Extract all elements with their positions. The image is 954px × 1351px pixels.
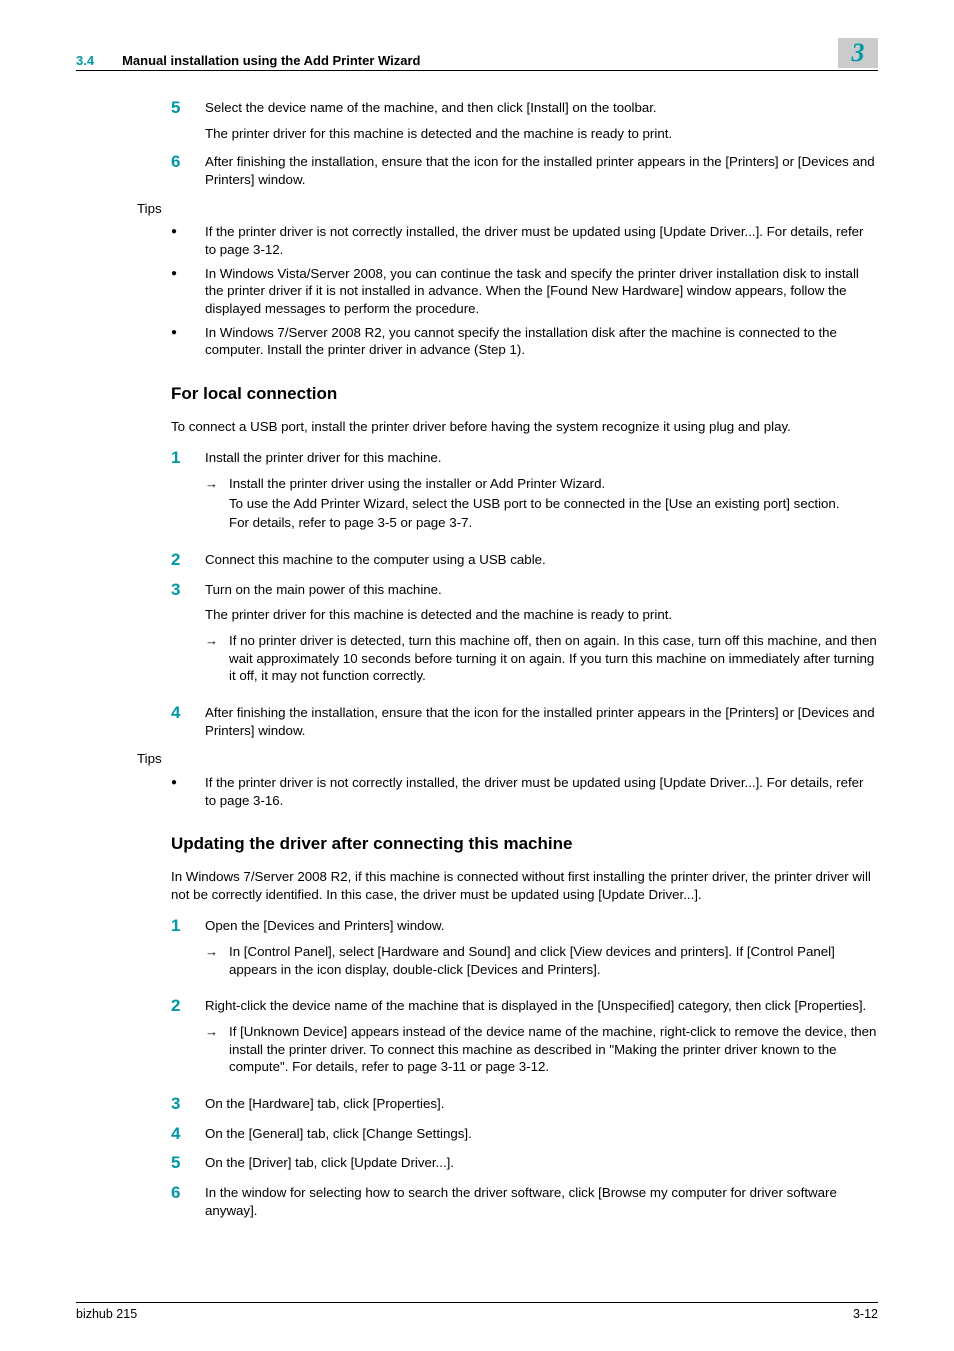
step-body: Right-click the device name of the machi… (205, 997, 878, 1084)
step-number: 1 (171, 449, 205, 540)
step: 2 Right-click the device name of the mac… (171, 997, 878, 1084)
tips-label: Tips (137, 750, 878, 768)
sub-item: → If no printer driver is detected, turn… (205, 632, 878, 687)
sub-body: If [Unknown Device] appears instead of t… (229, 1023, 878, 1078)
step-number: 4 (171, 1125, 205, 1144)
page-footer: bizhub 215 3-12 (76, 1302, 878, 1321)
tip-text: In Windows Vista/Server 2008, you can co… (205, 265, 878, 318)
tip-item: ●In Windows 7/Server 2008 R2, you cannot… (171, 324, 878, 359)
chapter-badge: 3 (838, 38, 878, 68)
sub-text: If no printer driver is detected, turn t… (229, 632, 878, 685)
section-title: Manual installation using the Add Printe… (122, 53, 838, 68)
sub-item: → In [Control Panel], select [Hardware a… (205, 943, 878, 980)
tip-text: In Windows 7/Server 2008 R2, you cannot … (205, 324, 878, 359)
bullet-icon: ● (171, 223, 205, 258)
step: 4 After finishing the installation, ensu… (171, 704, 878, 739)
step-text: The printer driver for this machine is d… (205, 125, 878, 143)
tip-item: ●If the printer driver is not correctly … (171, 223, 878, 258)
intro-paragraph: In Windows 7/Server 2008 R2, if this mac… (171, 868, 878, 903)
sub-text: Install the printer driver using the ins… (229, 475, 878, 493)
sub-body: If no printer driver is detected, turn t… (229, 632, 878, 687)
subsection-heading: Updating the driver after connecting thi… (171, 833, 878, 856)
step-number: 4 (171, 704, 205, 739)
step-number: 6 (171, 153, 205, 188)
tips-list: ●If the printer driver is not correctly … (171, 223, 878, 359)
tip-text: If the printer driver is not correctly i… (205, 774, 878, 809)
sub-body: In [Control Panel], select [Hardware and… (229, 943, 878, 980)
tips-list: ●If the printer driver is not correctly … (171, 774, 878, 809)
intro-paragraph: To connect a USB port, install the print… (171, 418, 878, 436)
page-content: 5 Select the device name of the machine,… (76, 99, 878, 1220)
step-text: On the [General] tab, click [Change Sett… (205, 1125, 878, 1143)
step-text: Turn on the main power of this machine. (205, 581, 878, 599)
sub-body: Install the printer driver using the ins… (229, 475, 878, 534)
bullet-icon: ● (171, 324, 205, 359)
tip-item: ●In Windows Vista/Server 2008, you can c… (171, 265, 878, 318)
step-body: Select the device name of the machine, a… (205, 99, 878, 142)
sub-text: For details, refer to page 3-5 or page 3… (229, 514, 878, 532)
step: 6 After finishing the installation, ensu… (171, 153, 878, 188)
sub-text: In [Control Panel], select [Hardware and… (229, 943, 878, 978)
chapter-number: 3 (852, 38, 865, 68)
step-body: On the [Hardware] tab, click [Properties… (205, 1095, 878, 1114)
bullet-icon: ● (171, 774, 205, 809)
tip-item: ●If the printer driver is not correctly … (171, 774, 878, 809)
step-body: Connect this machine to the computer usi… (205, 551, 878, 570)
sub-item: → Install the printer driver using the i… (205, 475, 878, 534)
step-number: 6 (171, 1184, 205, 1219)
step-body: Install the printer driver for this mach… (205, 449, 878, 540)
step-number: 2 (171, 997, 205, 1084)
arrow-icon: → (205, 475, 229, 534)
step-text: Install the printer driver for this mach… (205, 449, 878, 467)
tips-label: Tips (137, 200, 878, 218)
sub-item: → If [Unknown Device] appears instead of… (205, 1023, 878, 1078)
step-text: The printer driver for this machine is d… (205, 606, 878, 624)
arrow-icon: → (205, 632, 229, 687)
step-number: 5 (171, 1154, 205, 1173)
step-text: On the [Driver] tab, click [Update Drive… (205, 1154, 878, 1172)
footer-right: 3-12 (853, 1307, 878, 1321)
step-body: In the window for selecting how to searc… (205, 1184, 878, 1219)
step: 1 Open the [Devices and Printers] window… (171, 917, 878, 986)
step: 3 On the [Hardware] tab, click [Properti… (171, 1095, 878, 1114)
arrow-icon: → (205, 1023, 229, 1078)
page: 3.4 Manual installation using the Add Pr… (0, 0, 954, 1351)
step-body: On the [General] tab, click [Change Sett… (205, 1125, 878, 1144)
step: 2 Connect this machine to the computer u… (171, 551, 878, 570)
footer-left: bizhub 215 (76, 1307, 137, 1321)
step-text: Select the device name of the machine, a… (205, 99, 878, 117)
step-body: Open the [Devices and Printers] window. … (205, 917, 878, 986)
step: 5 On the [Driver] tab, click [Update Dri… (171, 1154, 878, 1173)
step: 4 On the [General] tab, click [Change Se… (171, 1125, 878, 1144)
step: 5 Select the device name of the machine,… (171, 99, 878, 142)
step-text: In the window for selecting how to searc… (205, 1184, 878, 1219)
step-text: Right-click the device name of the machi… (205, 997, 878, 1015)
step-number: 5 (171, 99, 205, 142)
step-number: 1 (171, 917, 205, 986)
step-text: Connect this machine to the computer usi… (205, 551, 878, 569)
section-number: 3.4 (76, 53, 94, 68)
step-number: 3 (171, 581, 205, 693)
page-header: 3.4 Manual installation using the Add Pr… (76, 38, 878, 71)
sub-text: If [Unknown Device] appears instead of t… (229, 1023, 878, 1076)
step-body: After finishing the installation, ensure… (205, 704, 878, 739)
arrow-icon: → (205, 943, 229, 980)
step-body: After finishing the installation, ensure… (205, 153, 878, 188)
step-body: Turn on the main power of this machine. … (205, 581, 878, 693)
step: 6 In the window for selecting how to sea… (171, 1184, 878, 1219)
step-text: After finishing the installation, ensure… (205, 153, 878, 188)
sub-text: To use the Add Printer Wizard, select th… (229, 495, 878, 513)
step-body: On the [Driver] tab, click [Update Drive… (205, 1154, 878, 1173)
tip-text: If the printer driver is not correctly i… (205, 223, 878, 258)
bullet-icon: ● (171, 265, 205, 318)
step: 1 Install the printer driver for this ma… (171, 449, 878, 540)
step-text: On the [Hardware] tab, click [Properties… (205, 1095, 878, 1113)
step-number: 3 (171, 1095, 205, 1114)
step-text: After finishing the installation, ensure… (205, 704, 878, 739)
step-number: 2 (171, 551, 205, 570)
step: 3 Turn on the main power of this machine… (171, 581, 878, 693)
step-text: Open the [Devices and Printers] window. (205, 917, 878, 935)
subsection-heading: For local connection (171, 383, 878, 406)
